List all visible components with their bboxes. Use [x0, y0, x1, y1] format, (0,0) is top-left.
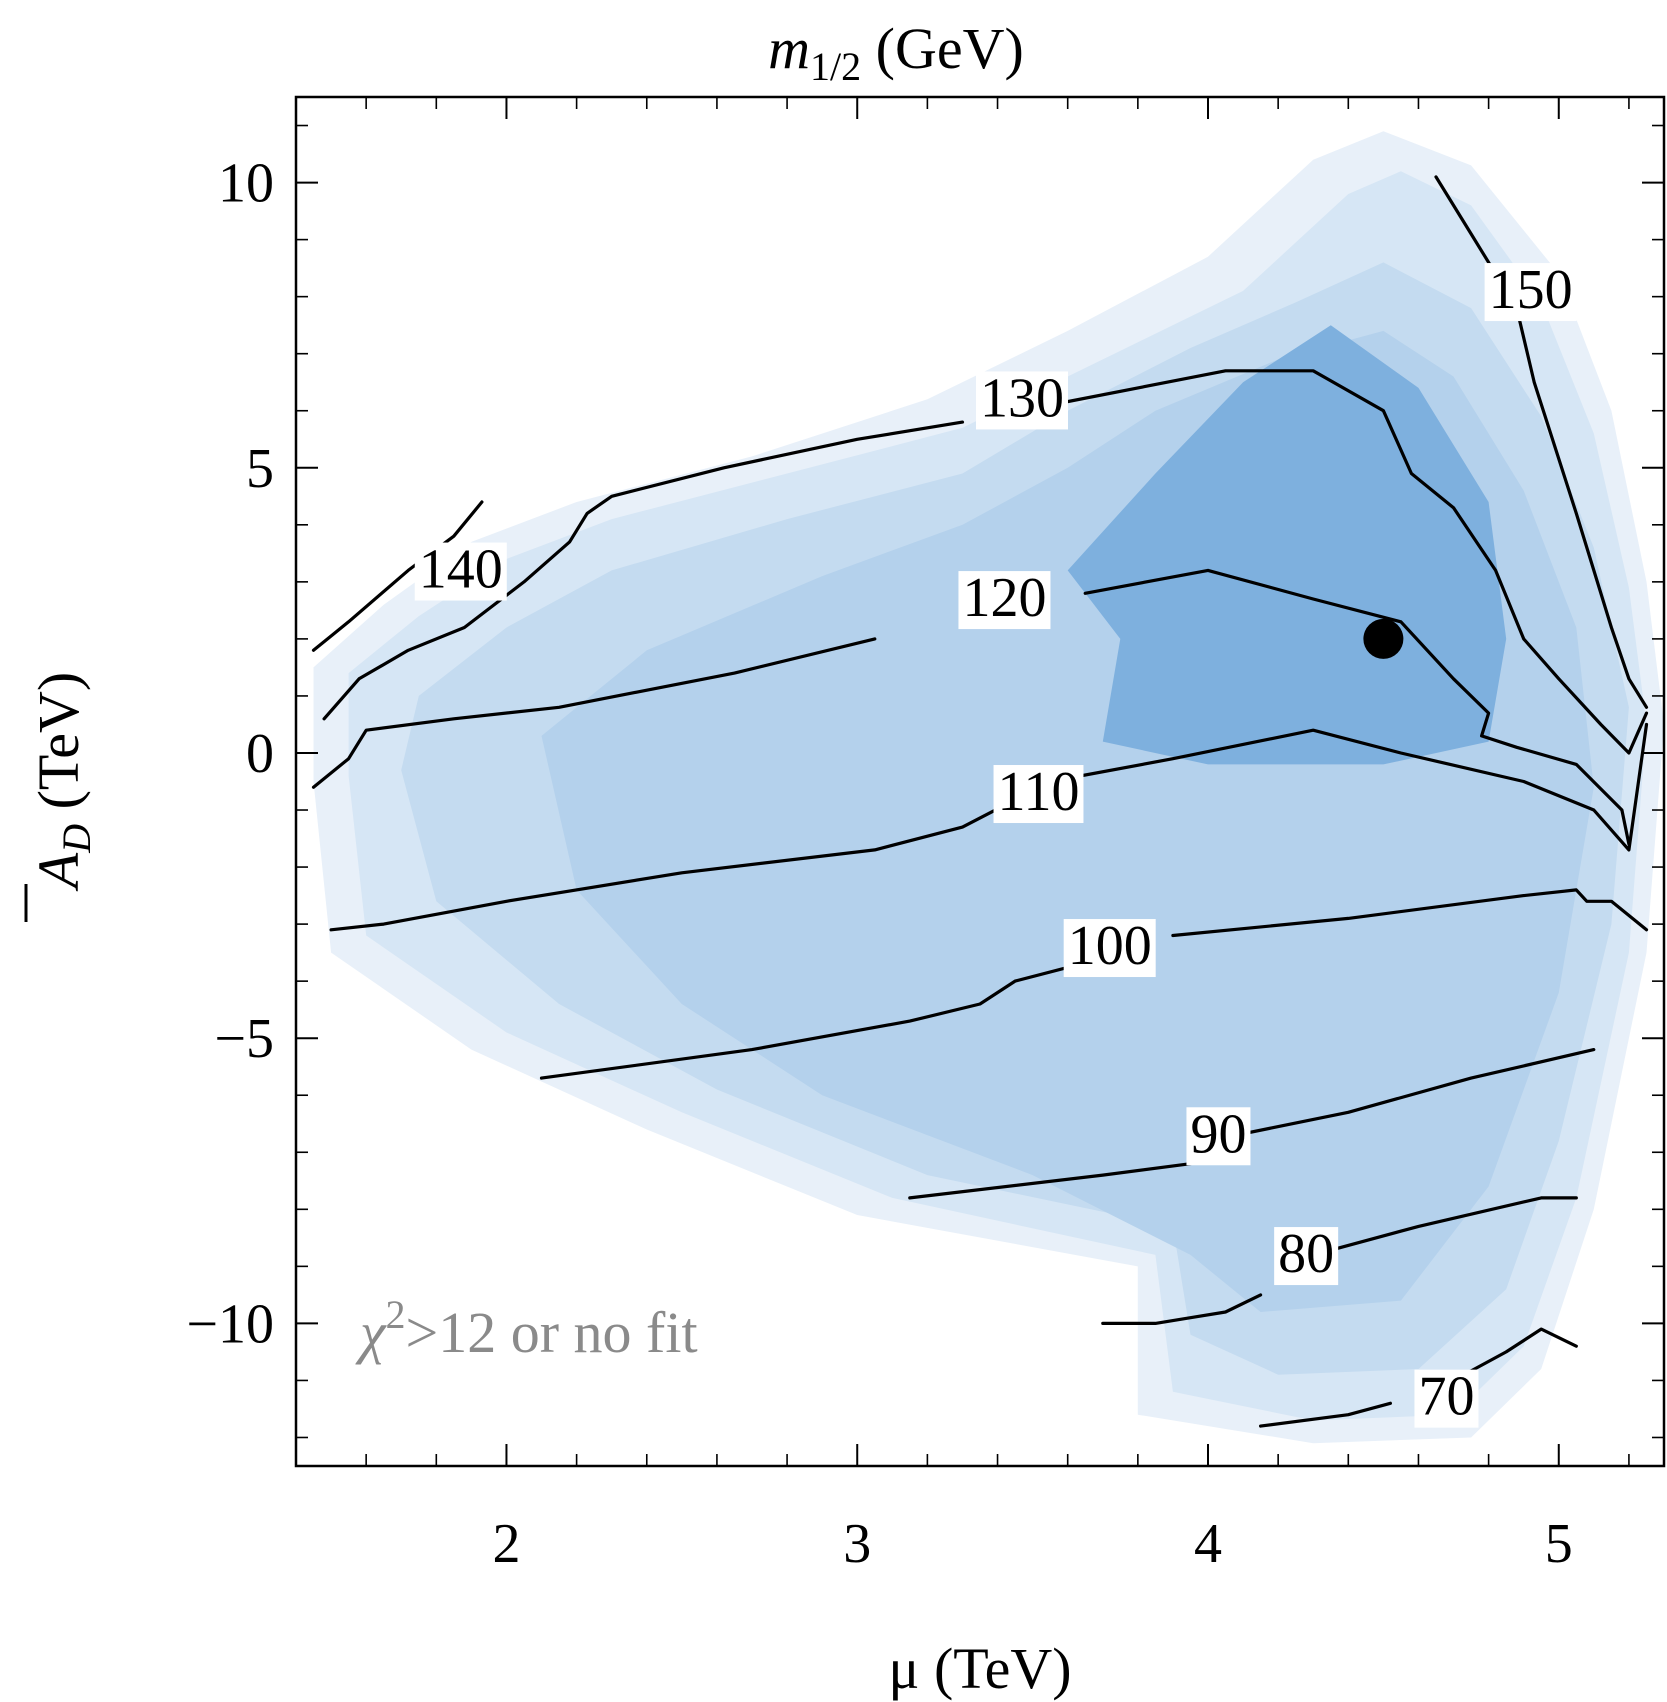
contour-130-segment-0 [1048, 369, 1649, 755]
y-tick-label: 0 [246, 723, 274, 785]
contour-label-box [993, 765, 1084, 824]
contour-label-150: 150 [1484, 259, 1577, 322]
contour-90-segment-1 [1206, 1047, 1596, 1143]
contour-label-box [976, 371, 1068, 430]
contour-150-segment-0 [1434, 175, 1649, 709]
contour-120-segment-0 [311, 637, 877, 789]
contour-110-segment-0 [329, 722, 1649, 932]
contour-label-90: 90 [1186, 1103, 1251, 1166]
contour-label-70: 70 [1414, 1366, 1479, 1428]
plot-title: m1/2 (GeV) [768, 16, 1024, 89]
contour-label-box [1484, 263, 1577, 322]
contour-100-segment-0 [539, 956, 1105, 1080]
best-fit-layer [1363, 618, 1404, 659]
contour-label-130: 130 [976, 367, 1068, 430]
contour-label-text: 110 [998, 761, 1080, 823]
y-axis-title: AD (TeV) [24, 672, 99, 922]
x-tick-label: 3 [843, 1513, 871, 1575]
contour-70-segment-0 [1258, 1401, 1393, 1428]
contour-label-box [1063, 919, 1156, 978]
contour-80-segment-1 [1311, 1196, 1578, 1257]
contour-label-text: 90 [1190, 1103, 1246, 1165]
contour-label-box [1414, 1369, 1479, 1428]
y-tick-label: −5 [214, 1008, 274, 1070]
contour-label-text: 140 [419, 539, 503, 601]
contour-label-box [414, 542, 507, 601]
x-tick-label: 4 [1194, 1513, 1222, 1575]
best-fit-point [1363, 618, 1404, 659]
contour-140-segment-0 [311, 500, 484, 652]
contour-label-text: 80 [1278, 1223, 1334, 1285]
contour-lines [311, 175, 1649, 1428]
contour-label-100: 100 [1063, 915, 1156, 978]
y-tick-label: 10 [218, 153, 274, 215]
contour-70-segment-1 [1441, 1327, 1578, 1388]
contour-80-segment-0 [1101, 1293, 1263, 1326]
x-tick-label: 5 [1545, 1513, 1573, 1575]
contour-label-box [1274, 1227, 1339, 1286]
contour-labels: 140 130 120 110 100 90 80 70 150 [414, 259, 1577, 1428]
contour-120-segment-1 [1083, 568, 1631, 846]
contour-label-120: 120 [958, 567, 1051, 630]
svg-text:AD (TeV): AD (TeV) [26, 672, 99, 892]
confidence-regions [313, 131, 1664, 1444]
axis-ticks [295, 97, 1664, 1466]
plot-frame [294, 95, 1666, 1468]
contour-label-text: 70 [1418, 1366, 1474, 1428]
contour-label-box [1186, 1107, 1251, 1166]
contour-label-110: 110 [993, 761, 1084, 824]
contour-140-segment-1 [322, 420, 965, 721]
contour-label-140: 140 [414, 539, 507, 601]
y-tick-label: −10 [186, 1293, 274, 1355]
contour-label-text: 130 [980, 367, 1064, 429]
contour-label-text: 150 [1489, 259, 1573, 321]
x-tick-label: 2 [492, 1513, 520, 1575]
excluded-region-note: χ2>12 or no fit [355, 1292, 698, 1365]
y-tick-label: 5 [246, 438, 274, 500]
x-axis-title: μ (TeV) [888, 1636, 1071, 1701]
region-core [1067, 325, 1507, 765]
contour-90-segment-0 [908, 1162, 1193, 1200]
contour-label-text: 100 [1068, 915, 1152, 977]
axis-tick-labels: 2 3 4 5 10 5 0 −5 −10 [186, 153, 1572, 1575]
contour-label-box [958, 571, 1051, 630]
contour-label-text: 120 [962, 567, 1046, 629]
contour-label-80: 80 [1274, 1223, 1339, 1286]
contour-100-segment-1 [1171, 888, 1649, 938]
